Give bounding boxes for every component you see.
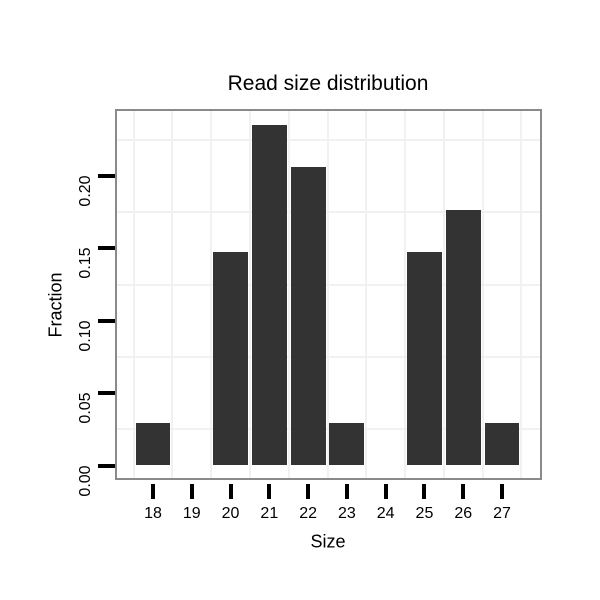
- y-tick-mark: [98, 173, 115, 178]
- gridline-vertical: [171, 111, 174, 478]
- bar-23: [329, 422, 365, 466]
- y-tick-label: 0.15: [77, 247, 94, 279]
- x-tick-label: 19: [182, 505, 201, 522]
- y-tick-label: 0.00: [77, 464, 94, 497]
- gridline-vertical: [132, 111, 135, 478]
- y-tick-mark: [98, 318, 115, 323]
- x-tick-label: 24: [376, 505, 395, 522]
- x-tick-mark: [267, 484, 272, 499]
- gridline-horizontal: [117, 283, 540, 286]
- bar-25: [407, 252, 442, 466]
- x-tick-mark: [344, 484, 349, 499]
- bar-26: [445, 209, 481, 466]
- y-tick-label: 0.10: [77, 320, 94, 352]
- gridline-vertical: [404, 111, 407, 478]
- x-tick-mark: [151, 484, 155, 499]
- gridline-vertical: [481, 111, 484, 478]
- x-tick-mark: [306, 484, 311, 499]
- x-tick-mark: [228, 484, 233, 499]
- bar-27: [484, 422, 520, 466]
- bar-18: [135, 422, 171, 466]
- x-tick-mark: [500, 484, 505, 499]
- x-tick-mark: [189, 484, 194, 499]
- y-tick-label: 0.20: [77, 175, 94, 207]
- bar-20: [213, 252, 248, 466]
- x-tick-label: 21: [260, 505, 279, 522]
- gridline-vertical: [442, 111, 445, 478]
- y-tick-mark: [98, 246, 115, 251]
- x-tick-label: 23: [337, 505, 356, 522]
- gridline-vertical: [287, 111, 290, 478]
- gridline-vertical: [365, 111, 368, 478]
- x-tick-label: 22: [299, 505, 317, 522]
- x-tick-mark: [383, 484, 388, 499]
- gridline-vertical: [520, 111, 523, 478]
- gridline-horizontal: [117, 211, 540, 214]
- gridline-vertical: [210, 111, 213, 478]
- y-axis-title: Fraction: [45, 272, 66, 338]
- x-tick-label: 20: [221, 505, 240, 522]
- bar-22: [290, 167, 326, 466]
- gridline-vertical: [326, 111, 329, 478]
- x-tick-mark: [461, 484, 466, 499]
- x-tick-label: 27: [493, 505, 511, 522]
- gridline-horizontal: [117, 355, 540, 358]
- bar-21: [251, 124, 287, 466]
- x-tick-label: 26: [454, 505, 473, 522]
- y-tick-mark: [98, 463, 115, 468]
- x-axis-title: Size: [310, 531, 346, 552]
- y-tick-label: 0.05: [77, 392, 94, 424]
- x-tick-label: 18: [144, 505, 162, 522]
- plot-panel: [115, 109, 542, 480]
- chart-title: Read size distribution: [227, 72, 429, 95]
- x-tick-label: 25: [415, 505, 434, 522]
- y-tick-mark: [98, 391, 115, 396]
- gridline-horizontal: [117, 428, 540, 431]
- gridline-horizontal: [117, 138, 540, 141]
- x-tick-mark: [422, 484, 427, 499]
- gridline-vertical: [248, 111, 251, 478]
